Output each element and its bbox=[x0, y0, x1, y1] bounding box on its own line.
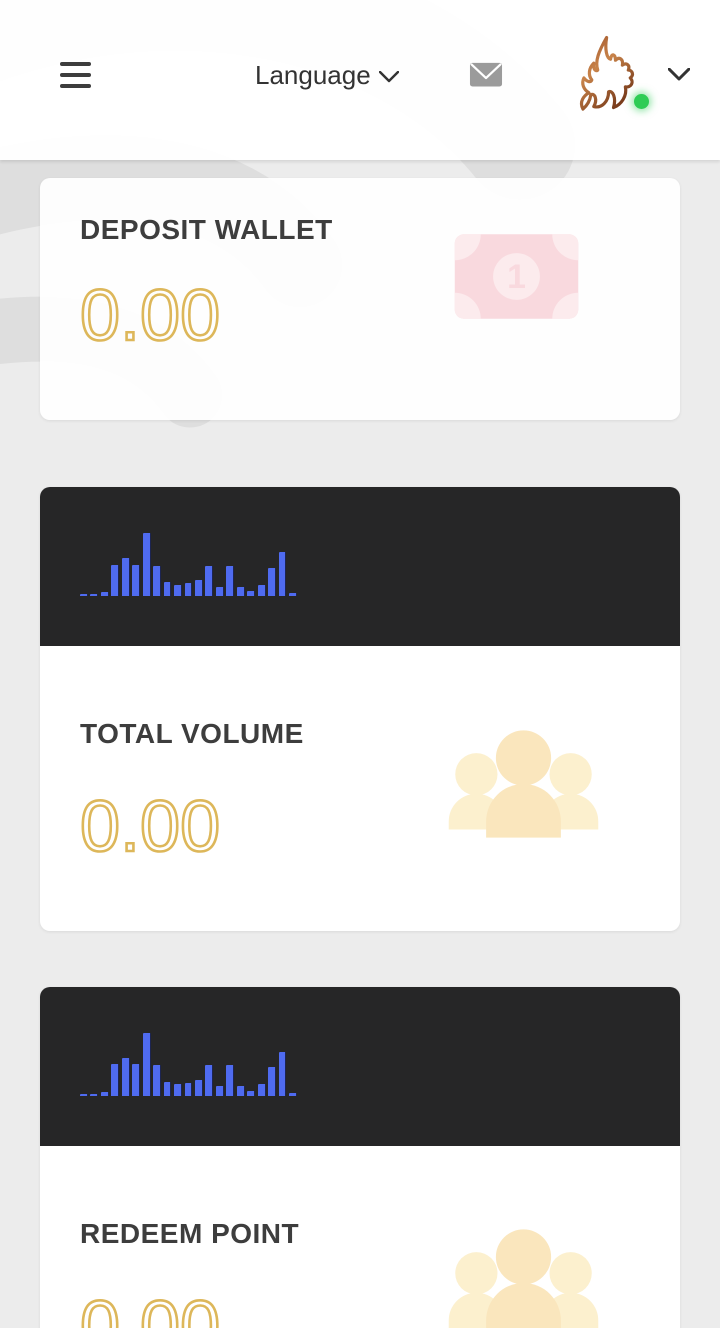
svg-text:1: 1 bbox=[507, 258, 526, 296]
